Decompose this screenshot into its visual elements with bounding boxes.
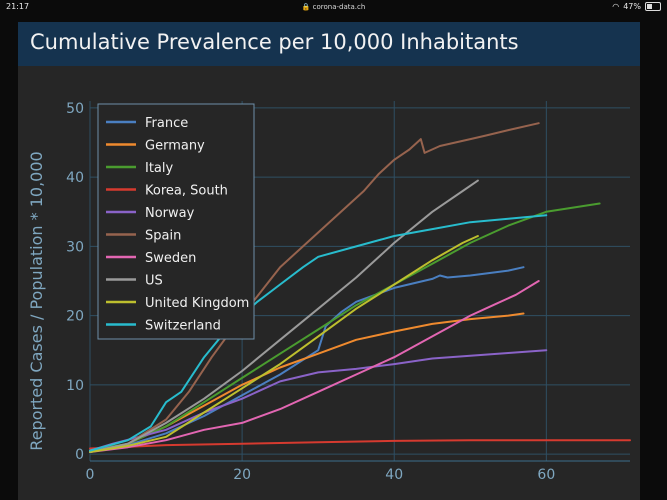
legend-label[interactable]: Spain: [145, 229, 181, 244]
y-tick-label: 0: [75, 447, 84, 463]
chart-panel: 0 10 20 30 40 50 0 20 40 60 Reported Cases / Popul…: [18, 66, 640, 500]
y-tick-label: 30: [66, 239, 84, 255]
legend-label[interactable]: Switzerland: [145, 319, 221, 334]
address-bar[interactable]: 🔒 corona-data.ch: [301, 3, 366, 11]
legend-label[interactable]: Germany: [145, 139, 205, 154]
chart-title: Cumulative Prevalence per 10,000 Inhabit…: [30, 30, 519, 54]
x-tick-label: 20: [233, 467, 251, 483]
status-bar: 21:17 🔒 corona-data.ch ◠ 47%: [0, 0, 667, 14]
series-line-switzerland[interactable]: [89, 214, 548, 452]
series-line-italy[interactable]: [89, 202, 601, 452]
series-line-korea-south[interactable]: [89, 439, 631, 450]
series-line-norway[interactable]: [89, 349, 548, 452]
legend-label[interactable]: Norway: [145, 206, 195, 221]
x-tick-label: 60: [537, 467, 555, 483]
y-tick-label: 10: [66, 378, 84, 394]
title-bar: Cumulative Prevalence per 10,000 Inhabit…: [18, 22, 640, 66]
series-line-united-kingdom[interactable]: [89, 235, 479, 453]
series-line-spain[interactable]: [89, 122, 540, 453]
status-time: 21:17: [6, 2, 30, 11]
legend-label[interactable]: United Kingdom: [145, 296, 249, 311]
y-tick-label: 40: [66, 170, 84, 186]
legend-label[interactable]: US: [145, 274, 163, 289]
legend-label[interactable]: Italy: [145, 161, 174, 176]
battery-icon: [645, 2, 661, 11]
battery-percent: 47%: [623, 2, 641, 11]
series-line-sweden[interactable]: [89, 280, 540, 453]
url-text: corona-data.ch: [312, 3, 366, 11]
wifi-icon: ◠: [612, 2, 620, 11]
line-chart[interactable]: 0 10 20 30 40 50 0 20 40 60 Reported Cases / Popul…: [18, 66, 640, 500]
legend-label[interactable]: Korea, South: [145, 184, 228, 199]
legend-label[interactable]: Sweden: [145, 251, 196, 266]
legend-box: [97, 103, 255, 340]
x-tick-label: 40: [385, 467, 403, 483]
y-axis-title: Reported Cases / Population * 10,000: [27, 151, 46, 450]
x-tick-label: 0: [86, 467, 95, 483]
status-indicators: ◠ 47%: [612, 2, 661, 11]
y-tick-label: 20: [66, 309, 84, 325]
series-line-us[interactable]: [89, 179, 479, 453]
legend-label[interactable]: France: [145, 116, 188, 131]
y-tick-label: 50: [66, 101, 84, 117]
